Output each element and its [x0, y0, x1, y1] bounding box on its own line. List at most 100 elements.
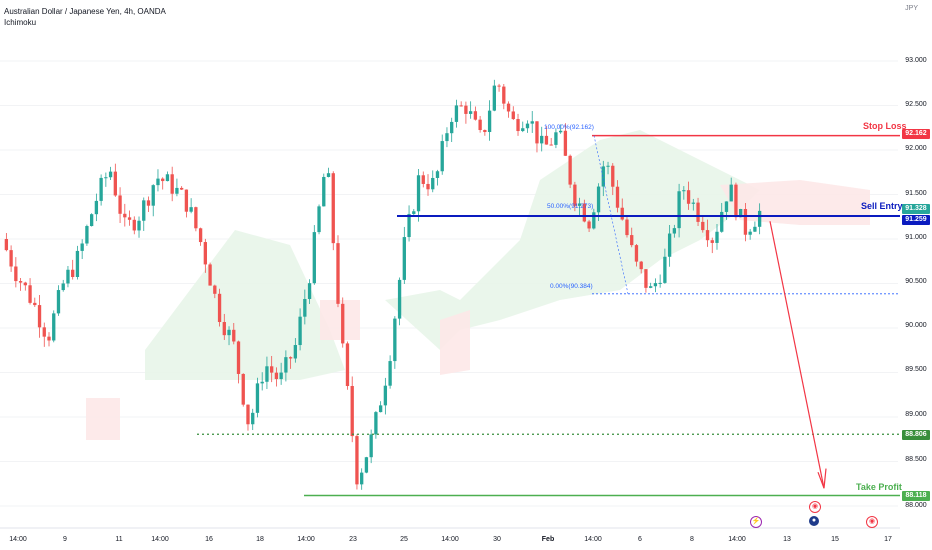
fib-100-label: 100.00%(92.162): [544, 124, 594, 131]
candle-body: [303, 298, 307, 317]
indicator-label: Ichimoku: [4, 18, 37, 27]
time-tick: 14:00: [728, 536, 746, 543]
time-tick: 18: [256, 536, 264, 543]
candle-body: [596, 186, 601, 213]
candle-body: [47, 336, 51, 341]
candle-body: [307, 283, 312, 299]
candle-body: [170, 174, 174, 194]
candle-body: [104, 177, 108, 179]
candle-body: [341, 303, 345, 344]
candle-body: [137, 220, 141, 231]
candle-body: [658, 282, 662, 284]
candle-body: [450, 121, 454, 134]
candle-body: [677, 191, 681, 229]
price-tick: 91.500: [905, 190, 927, 197]
candle-body: [322, 176, 326, 207]
cloud-region: [440, 310, 470, 375]
flag-au-icon[interactable]: ●: [809, 516, 819, 526]
candle-body: [502, 86, 506, 104]
candle-body: [326, 173, 331, 177]
candle-body: [9, 250, 13, 267]
candle-body: [620, 207, 624, 220]
price-tick: 93.000: [905, 57, 927, 64]
candle-body: [487, 110, 492, 133]
candle-body: [416, 175, 421, 212]
candle-body: [378, 405, 383, 413]
candle-body: [265, 366, 269, 382]
candle-body: [753, 226, 757, 232]
candle-body: [757, 210, 762, 227]
candle-body: [573, 184, 577, 206]
candle-body: [331, 173, 335, 244]
candle-body: [649, 286, 653, 288]
time-tick: 25: [400, 536, 408, 543]
sell-entry-tag: 91.259: [902, 215, 930, 225]
candle-body: [227, 329, 231, 336]
candle-body: [705, 230, 710, 241]
candle-body: [184, 189, 189, 212]
candle-body: [412, 211, 416, 214]
price-tick: 92.500: [905, 101, 927, 108]
candle-body: [682, 190, 686, 192]
time-tick: 14:00: [584, 536, 602, 543]
candle-body: [61, 283, 65, 291]
candle-body: [165, 174, 170, 182]
candle-body: [374, 412, 378, 435]
candle-body: [535, 121, 539, 144]
candle-body: [279, 372, 283, 380]
candle-body: [66, 269, 70, 284]
candle-body: [511, 111, 515, 120]
projection-arrow-head: [817, 468, 827, 489]
candle-body: [360, 472, 364, 485]
candle-body: [123, 213, 127, 218]
fib-0-label: 0.00%(90.384): [550, 283, 593, 290]
candle-body: [28, 285, 32, 303]
current-price-tag: 91.328: [902, 204, 930, 214]
candle-body: [473, 111, 478, 120]
candle-body: [426, 183, 430, 190]
candle-body: [454, 105, 459, 122]
candle-body: [686, 190, 691, 204]
time-tick: Feb: [541, 536, 555, 543]
price-tick: 88.000: [905, 502, 927, 509]
candle-body: [497, 85, 501, 87]
candle-body: [739, 208, 743, 218]
candle-body: [388, 361, 392, 386]
candle-body: [85, 226, 89, 244]
candle-body: [217, 293, 222, 323]
candle-body: [402, 237, 406, 280]
time-tick: 14:00: [9, 536, 27, 543]
candle-body: [80, 243, 84, 251]
cloud-region: [86, 398, 120, 440]
candle-body: [33, 302, 37, 306]
support-tag: 88.806: [902, 430, 930, 440]
candle-body: [729, 184, 733, 202]
alert-icon[interactable]: ◉: [866, 516, 878, 528]
time-tick: 17: [884, 536, 892, 543]
alert-icon[interactable]: ◉: [809, 501, 821, 513]
candle-body: [563, 130, 568, 156]
candle-body: [611, 165, 615, 187]
candle-body: [724, 201, 729, 212]
candle-body: [18, 281, 23, 283]
candle-body: [142, 200, 146, 221]
candle-body: [672, 228, 677, 234]
ichimoku-cloud: [86, 130, 870, 440]
candle-body: [696, 202, 700, 222]
symbol-title: Australian Dollar / Japanese Yen, 4h, OA…: [4, 7, 166, 16]
lightning-icon[interactable]: ⚡: [750, 516, 762, 528]
candle-body: [383, 385, 388, 406]
candle-body: [132, 219, 136, 231]
candle-body: [554, 132, 558, 145]
candle-body: [37, 305, 42, 328]
candle-body: [459, 105, 463, 107]
candle-body: [113, 171, 117, 196]
candle-body: [577, 203, 582, 206]
candle-body: [350, 386, 354, 437]
take-profit-label: Take Profit: [856, 482, 902, 492]
time-tick: 16: [205, 536, 213, 543]
candle-body: [274, 372, 279, 380]
candle-body: [615, 186, 620, 208]
